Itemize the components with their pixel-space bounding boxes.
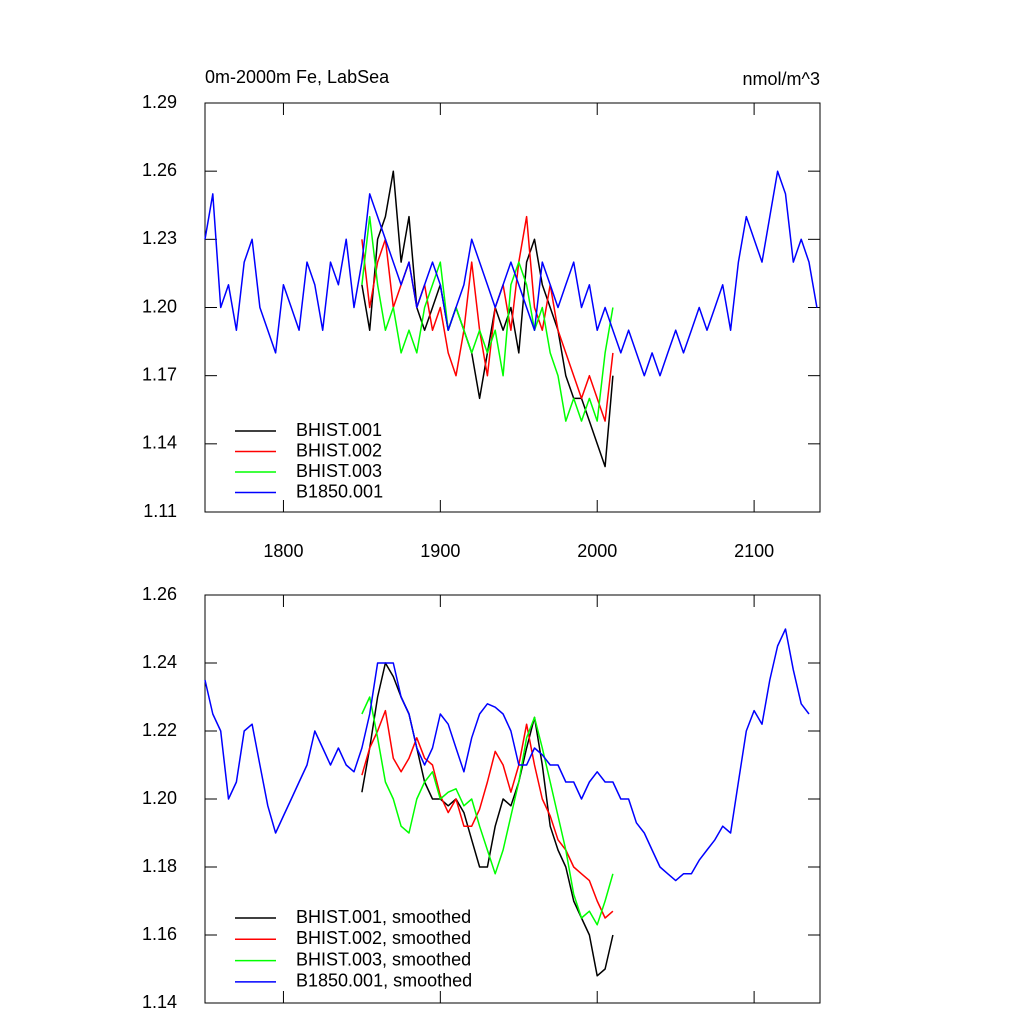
x-tick-label: 1900	[420, 541, 460, 561]
series-line	[204, 628, 810, 882]
y-tick-label: 1.16	[142, 924, 177, 944]
series-line	[361, 709, 614, 919]
chart-title: 0m-2000m Fe, LabSea	[205, 67, 390, 87]
y-tick-label: 1.18	[142, 856, 177, 876]
y-tick-label: 1.20	[142, 296, 177, 316]
x-tick-label: 1800	[263, 541, 303, 561]
series-line	[361, 696, 614, 926]
y-tick-label: 1.26	[142, 584, 177, 604]
series-line	[204, 170, 818, 377]
y-tick-label: 1.22	[142, 720, 177, 740]
y-tick-label: 1.24	[142, 652, 177, 672]
y-tick-label: 1.11	[143, 501, 177, 521]
units-label: nmol/m^3	[743, 69, 820, 89]
series-line	[361, 215, 614, 422]
y-tick-label: 1.14	[142, 992, 177, 1012]
y-tick-label: 1.26	[142, 160, 177, 180]
x-tick-label: 2000	[577, 541, 617, 561]
legend-label: BHIST.001, smoothed	[296, 907, 471, 927]
legend-label: B1850.001, smoothed	[296, 971, 472, 991]
legend-label: BHIST.002, smoothed	[296, 928, 471, 948]
y-tick-label: 1.17	[142, 364, 177, 384]
legend-label: BHIST.003, smoothed	[296, 949, 471, 969]
y-tick-label: 1.29	[142, 92, 177, 112]
legend-label: BHIST.003	[296, 461, 382, 481]
x-tick-label: 2100	[734, 541, 774, 561]
legend-label: BHIST.002	[296, 440, 382, 460]
legend-label: BHIST.001	[296, 420, 382, 440]
legend-label: B1850.001	[296, 481, 383, 501]
y-tick-label: 1.20	[142, 788, 177, 808]
y-tick-label: 1.14	[142, 433, 177, 453]
y-tick-label: 1.23	[142, 228, 177, 248]
